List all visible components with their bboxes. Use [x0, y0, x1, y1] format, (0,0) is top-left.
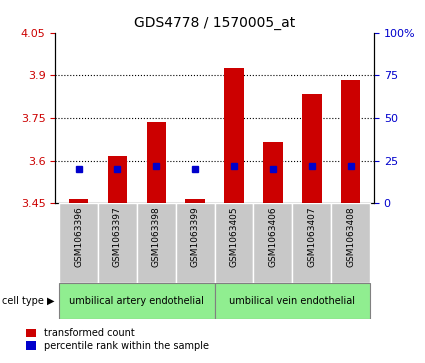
Bar — [59, 283, 215, 319]
Bar — [331, 203, 370, 283]
Text: umbilical artery endothelial: umbilical artery endothelial — [69, 296, 204, 306]
Text: GSM1063405: GSM1063405 — [230, 207, 238, 267]
Text: GSM1063408: GSM1063408 — [346, 207, 355, 267]
Text: GSM1063398: GSM1063398 — [152, 207, 161, 267]
Bar — [98, 203, 137, 283]
Bar — [108, 156, 127, 203]
Bar — [302, 94, 322, 203]
Bar — [253, 203, 292, 283]
Text: cell type ▶: cell type ▶ — [2, 296, 55, 306]
Bar — [292, 203, 331, 283]
Legend: transformed count, percentile rank within the sample: transformed count, percentile rank withi… — [26, 328, 209, 351]
Bar — [69, 199, 88, 203]
Text: GSM1063407: GSM1063407 — [307, 207, 316, 267]
Bar — [341, 79, 360, 203]
Text: GSM1063406: GSM1063406 — [269, 207, 278, 267]
Bar — [137, 203, 176, 283]
Bar — [215, 203, 253, 283]
Bar — [185, 199, 205, 203]
Bar — [59, 203, 98, 283]
Text: GSM1063396: GSM1063396 — [74, 207, 83, 267]
Text: GSM1063399: GSM1063399 — [191, 207, 200, 267]
Bar — [263, 142, 283, 203]
Bar — [176, 203, 215, 283]
Bar — [147, 122, 166, 203]
Bar — [224, 68, 244, 203]
Bar — [215, 283, 370, 319]
Text: umbilical vein endothelial: umbilical vein endothelial — [230, 296, 355, 306]
Text: GSM1063397: GSM1063397 — [113, 207, 122, 267]
Title: GDS4778 / 1570005_at: GDS4778 / 1570005_at — [134, 16, 295, 30]
